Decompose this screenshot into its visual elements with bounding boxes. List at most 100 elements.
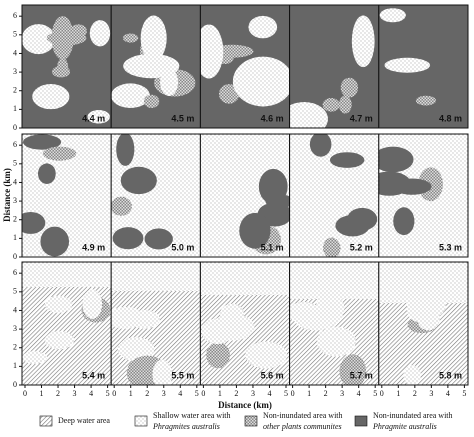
x-tick-label: 5: [106, 389, 110, 398]
x-tick-label: 2: [234, 389, 238, 398]
map-region: [415, 95, 437, 106]
x-axis-label: Distance (km): [218, 400, 272, 410]
y-tick-label: 5: [13, 287, 17, 296]
map-panel: [111, 5, 201, 128]
map-panel: [111, 262, 201, 385]
legend-label: Non-inundated area with: [373, 411, 453, 420]
map-region: [248, 15, 278, 39]
map-region: [122, 33, 139, 43]
panel-label: 5.5 m: [171, 370, 194, 380]
map-region: [200, 24, 224, 79]
map-region: [323, 237, 341, 257]
y-tick-label: 3: [13, 196, 17, 205]
panel-label: 4.7 m: [350, 113, 373, 123]
map-region: [338, 95, 352, 114]
legend-swatch: [244, 415, 258, 427]
y-tick-label: 4: [13, 177, 17, 186]
map-panel: [200, 134, 290, 257]
map-panel: [111, 134, 201, 257]
y-tick-label: 1: [13, 361, 17, 370]
map-region: [403, 365, 421, 385]
y-tick-label: 5: [13, 30, 17, 39]
shallow-top: [22, 262, 112, 287]
map-panel: [289, 134, 379, 257]
y-tick-label: 4: [13, 48, 17, 57]
map-panel: [378, 5, 468, 128]
map-region: [22, 351, 48, 364]
map-region: [384, 57, 431, 73]
map-region: [37, 163, 56, 184]
x-tick-label: 1: [307, 389, 311, 398]
panel-label: 5.0 m: [171, 242, 194, 252]
map-region: [44, 295, 73, 314]
x-tick-label: 1: [129, 389, 133, 398]
x-tick-label: 0: [112, 389, 116, 398]
map-panel: [289, 262, 379, 385]
x-tick-label: 1: [218, 389, 222, 398]
map-region: [406, 295, 439, 323]
y-tick-label: 6: [13, 11, 17, 20]
y-axis-label: Distance (km): [2, 168, 12, 222]
panel-label: 4.4 m: [82, 113, 105, 123]
panel-label: 4.8 m: [439, 113, 462, 123]
map-panel: [22, 134, 112, 257]
panel-label: 5.7 m: [350, 370, 373, 380]
map-region: [152, 359, 173, 385]
y-tick-label: 4: [13, 305, 17, 314]
panel-label: 4.6 m: [261, 113, 284, 123]
map-panel: [378, 262, 468, 385]
map-region: [393, 207, 415, 236]
x-tick-label: 3: [251, 389, 255, 398]
map-region: [309, 134, 332, 157]
legend-label: Shallow water area with: [153, 411, 231, 420]
x-tick-label: 4: [357, 389, 361, 398]
map-region: [339, 354, 367, 385]
panel-label: 5.3 m: [439, 242, 462, 252]
map-region: [295, 310, 337, 331]
x-tick-label: 3: [429, 389, 433, 398]
map-region: [70, 24, 87, 39]
panel-label: 5.2 m: [350, 242, 373, 252]
x-tick-label: 1: [40, 389, 44, 398]
map-region: [117, 337, 155, 362]
map-panel: [200, 5, 290, 128]
map-region: [111, 196, 132, 216]
panel-label: 4.9 m: [82, 242, 105, 252]
legend-label: Phragmites australis: [152, 422, 220, 431]
panel-label: 4.5 m: [171, 113, 194, 123]
map-region: [42, 146, 77, 161]
x-tick-label: 0: [23, 389, 27, 398]
y-tick-label: 2: [13, 215, 17, 224]
y-tick-label: 0: [13, 380, 17, 389]
x-tick-label: 4: [267, 389, 271, 398]
map-region: [22, 211, 46, 234]
panel-label: 5.8 m: [439, 370, 462, 380]
y-tick-label: 2: [13, 343, 17, 352]
panel-frame: [378, 261, 469, 386]
x-tick-label: 4: [89, 389, 93, 398]
x-tick-label: 3: [73, 389, 77, 398]
map-region: [329, 152, 365, 168]
map-panel: [289, 5, 379, 128]
map-region: [51, 65, 71, 78]
map-region: [379, 8, 406, 23]
panel-frame: [378, 4, 469, 129]
legend-swatch: [134, 415, 148, 427]
legend-label: Phragmite australis: [372, 422, 437, 431]
map-region: [316, 326, 356, 357]
x-tick-label: 0: [201, 389, 205, 398]
map-region: [201, 318, 234, 345]
y-tick-label: 0: [13, 252, 17, 261]
y-tick-label: 0: [13, 123, 17, 132]
x-tick-label: 2: [56, 389, 60, 398]
panel-label: 5.1 m: [261, 242, 284, 252]
shallow-top: [111, 262, 201, 291]
map-region: [22, 134, 62, 150]
map-region: [89, 20, 111, 47]
map-region: [22, 24, 56, 55]
map-panel: [378, 134, 468, 257]
panel-label: 5.4 m: [82, 370, 105, 380]
map-region: [40, 226, 70, 257]
map-region: [144, 228, 173, 250]
